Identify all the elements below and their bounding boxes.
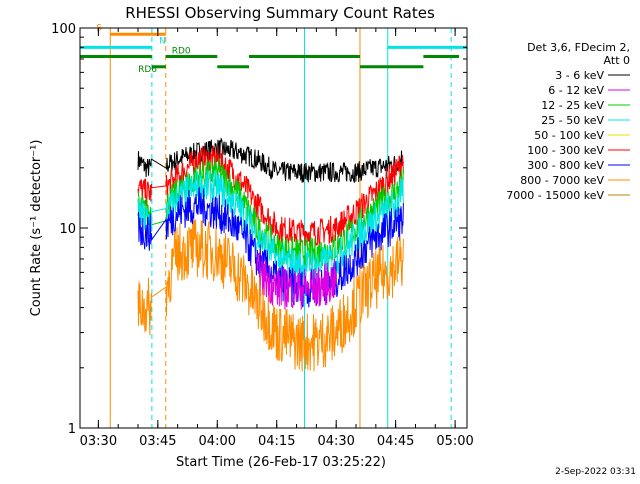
series-trace-5: [256, 252, 337, 310]
x-tick-label-6: 05:00: [436, 434, 473, 449]
y-tick-label-2: 100: [51, 22, 76, 37]
legend-label-6: 300 - 800 keV: [527, 159, 604, 172]
legend-label-8: 7000 - 15000 keV: [506, 189, 604, 202]
legend-label-4: 50 - 100 keV: [534, 129, 604, 142]
legend: Det 3,6, FDecim 2,Att 03 - 6 keV 6 - 12 k…: [506, 41, 630, 202]
legend-label-1: 6 - 12 keV: [548, 84, 604, 97]
legend-label-0: 3 - 6 keV: [555, 69, 604, 82]
legend-label-5: 100 - 300 keV: [527, 144, 604, 157]
bar-label-rd0: RD0: [172, 47, 191, 57]
legend-label-7: 800 - 7000 keV: [520, 174, 604, 187]
generated-date: 2-Sep-2022 03:31: [555, 467, 636, 477]
x-tick-label-5: 04:45: [377, 434, 414, 449]
axes: 1 10 100 03:30 03:45 04:00 04:15 04:30 04:45 05:0…: [51, 22, 474, 449]
x-tick-label-0: 03:30: [80, 434, 117, 449]
x-tick-label-2: 04:00: [199, 434, 236, 449]
x-tick-label-3: 04:15: [258, 434, 295, 449]
x-tick-label-1: 03:45: [139, 434, 176, 449]
legend-header-1: Att 0: [604, 54, 630, 67]
x-axis-label: Start Time (26-Feb-17 03:25:22): [176, 455, 386, 470]
x-tick-label-4: 04:30: [317, 434, 354, 449]
legend-label-2: 12 - 25 keV: [541, 99, 604, 112]
bar-label-n: N: [159, 36, 166, 46]
series-trace-0: [137, 137, 404, 183]
y-tick-label-0: 1: [68, 422, 76, 437]
series-trace-3: [137, 169, 404, 283]
y-axis-label: Count Rate (s⁻¹ detector⁻¹): [29, 140, 44, 317]
series-trace-6: [137, 218, 404, 372]
chart-title: RHESSI Observing Summary Count Rates: [125, 4, 435, 22]
legend-label-3: 25 - 50 keV: [541, 114, 604, 127]
y-tick-label-1: 10: [59, 222, 76, 237]
bar-label-rd6: RD6: [138, 65, 157, 75]
legend-header-0: Det 3,6, FDecim 2,: [527, 41, 630, 54]
